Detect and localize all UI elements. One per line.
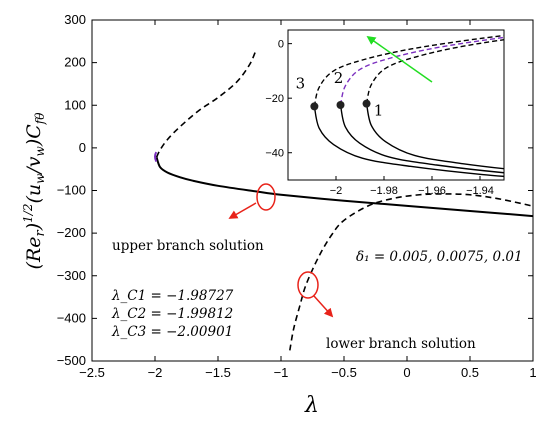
lower-marker-arrow <box>313 295 334 318</box>
y-tick-label: 0 <box>79 140 86 155</box>
x-tick-label: −1.5 <box>205 365 231 380</box>
critical-point-1 <box>362 99 371 108</box>
inset-frame <box>287 29 505 181</box>
critical-point-label-2: 2 <box>334 69 344 87</box>
x-tick-label: −0.5 <box>331 365 357 380</box>
x-tick-label: 1 <box>529 365 536 380</box>
x-tick-label: −2 <box>148 365 163 380</box>
lambda-c1-label: λ_C1 = −1.98727 <box>111 288 234 304</box>
inset-solid-branch-2 <box>339 104 504 174</box>
critical-point-label-1: 1 <box>374 102 384 120</box>
x-tick-label: 0.5 <box>461 365 479 380</box>
lambda-c2-label: λ_C2 = −1.99812 <box>111 306 233 322</box>
y-tick-label: 100 <box>64 97 86 112</box>
y-tick-label: −200 <box>57 225 86 240</box>
y-tick-label: −300 <box>57 268 86 283</box>
series-line-2 <box>155 50 257 158</box>
series-line-1 <box>155 156 533 218</box>
upper-branch-marker <box>228 183 276 219</box>
inset-dashed-branch-3 <box>313 34 504 107</box>
inset-plot: −2 −1.98 −1.96 −1.94 0 −20 −40 1 2 3 <box>265 29 505 197</box>
series-line-3 <box>289 193 533 351</box>
delta-label: δ₁ = 0.005, 0.0075, 0.01 <box>356 249 523 265</box>
y-tick-label: −400 <box>57 310 86 325</box>
lower-branch-marker <box>297 271 334 318</box>
x-tick-label: −2.5 <box>79 365 105 380</box>
inset-dashed-branch-2 <box>339 36 504 106</box>
svg-text:(Rer)1/2(uw/vw)Cfθ: (Rer)1/2(uw/vw)Cfθ <box>21 112 48 270</box>
series-group <box>154 50 533 351</box>
lower-marker-circle <box>297 271 319 299</box>
y-tick-label: 200 <box>64 55 86 70</box>
critical-point-2 <box>336 101 345 109</box>
inset-x-tick-label: −2 <box>330 185 343 197</box>
inset-y-ticks: 0 −20 −40 <box>265 39 292 160</box>
inset-dashed-branch-1 <box>365 39 504 104</box>
turning-point-tip <box>154 151 158 162</box>
critical-point-3 <box>310 102 319 111</box>
x-tick-label: 0 <box>403 365 410 380</box>
inset-y-tick-label: −20 <box>265 93 284 105</box>
inset-y-tick-label: −40 <box>265 148 284 160</box>
inset-solid-branch-1 <box>365 103 504 170</box>
inset-critical-points: 1 2 3 <box>296 69 384 120</box>
lower-branch-label: lower branch solution <box>326 336 476 352</box>
inset-x-tick-label: −1.96 <box>418 185 446 197</box>
x-tick-label: −1 <box>274 365 289 380</box>
inset-y-tick-label: 0 <box>278 39 284 51</box>
inset-x-tick-label: −1.98 <box>370 185 398 197</box>
y-tick-label: −100 <box>57 183 86 198</box>
main-plot: −2.5 −2 −1.5 −1 −0.5 0 0.5 1 3002001000−100−200… <box>57 12 537 380</box>
y-axis-title: (Rer)1/2(uw/vw)Cfθ <box>21 112 48 270</box>
y-tick-label: −500 <box>57 353 86 368</box>
upper-marker-arrow <box>228 202 257 219</box>
inset-x-tick-label: −1.94 <box>466 185 494 197</box>
x-axis-title: λ <box>304 393 319 418</box>
x-axis-ticks: −2.5 −2 −1.5 −1 −0.5 0 0.5 1 <box>79 20 537 380</box>
inset-series-group <box>313 34 504 178</box>
y-tick-label: 300 <box>64 12 86 27</box>
upper-marker-circle <box>256 183 276 211</box>
inset-green-arrow <box>366 35 433 83</box>
inset-solid-branch-3 <box>313 106 504 178</box>
inset-x-ticks: −2 −1.98 −1.96 −1.94 <box>330 176 494 197</box>
upper-branch-label: upper branch solution <box>112 238 264 254</box>
critical-point-label-3: 3 <box>296 74 306 92</box>
lambda-c3-label: λ_C3 = −2.00901 <box>111 324 233 340</box>
